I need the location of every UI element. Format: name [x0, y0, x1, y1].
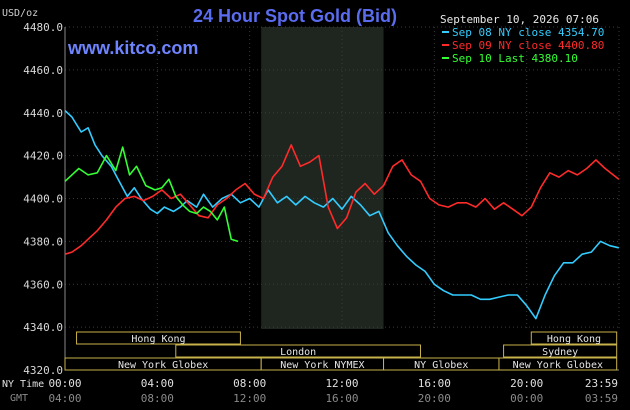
session-box	[498, 357, 618, 371]
legend-label: Sep 10 Last 4380.10	[452, 52, 578, 65]
timestamp: September 10, 2026 07:06	[440, 13, 599, 26]
y-tick-label: 4360.0	[23, 278, 63, 291]
session-label: New York NYMEX	[280, 360, 364, 371]
session-box	[175, 344, 421, 358]
session-box	[76, 331, 241, 345]
y-tick-label: 4440.0	[23, 107, 63, 120]
series-line-2	[64, 146, 239, 243]
session-label: Sydney	[542, 347, 578, 358]
x-tick-label-gmt: 03:59	[585, 392, 618, 405]
x-tick-label-gmt: 08:00	[141, 392, 174, 405]
session-label: London	[280, 347, 316, 358]
series-line-1	[64, 144, 620, 255]
price-series	[64, 110, 620, 320]
x-tick-label-gmt: 00:00	[510, 392, 543, 405]
session-label: NY Globex	[414, 360, 468, 371]
x-tick-label-ny: 00:00	[48, 377, 81, 390]
y-tick-label: 4460.0	[23, 64, 63, 77]
y-tick-label: 4320.0	[23, 364, 63, 377]
x-tick-label-ny: 12:00	[325, 377, 358, 390]
y-axis-label: USD/oz	[2, 8, 38, 19]
session-box	[503, 344, 618, 358]
x-tick-label-gmt: 04:00	[48, 392, 81, 405]
market-sessions: Hong Kong London New York Globex New York N…	[64, 331, 618, 371]
x-tick-label-gmt: 16:00	[325, 392, 358, 405]
session-label: Hong Kong	[131, 334, 185, 345]
x-tick-label-ny: 08:00	[233, 377, 266, 390]
chart-title: 24 Hour Spot Gold (Bid)	[193, 6, 397, 26]
gmt-label: GMT	[10, 393, 28, 404]
x-tick-label-gmt: 20:00	[418, 392, 451, 405]
x-tick-label-gmt: 12:00	[233, 392, 266, 405]
session-label: Hong Kong	[547, 334, 601, 345]
session-box	[530, 331, 618, 345]
axes: 4480.0 4460.0 4440.0 4420.0 4400.0 4380.0 4360…	[2, 21, 618, 405]
y-tick-label: 4480.0	[23, 21, 63, 34]
x-tick-label-ny: 16:00	[418, 377, 451, 390]
site-url: www.kitco.com	[67, 38, 198, 58]
y-tick-label: 4340.0	[23, 321, 63, 334]
y-tick-label: 4420.0	[23, 150, 63, 163]
session-label: New York Globex	[513, 360, 603, 371]
session-label: New York Globex	[118, 360, 208, 371]
ny-time-label: NY Time	[2, 379, 44, 390]
x-tick-label-ny: 20:00	[510, 377, 543, 390]
y-tick-label: 4380.0	[23, 235, 63, 248]
legend-label: Sep 09 NY close 4400.80	[452, 39, 604, 52]
x-tick-label-ny: 23:59	[585, 377, 618, 390]
y-tick-label: 4400.0	[23, 193, 63, 206]
x-tick-label-ny: 04:00	[141, 377, 174, 390]
legend-label: Sep 08 NY close 4354.70	[452, 26, 604, 39]
